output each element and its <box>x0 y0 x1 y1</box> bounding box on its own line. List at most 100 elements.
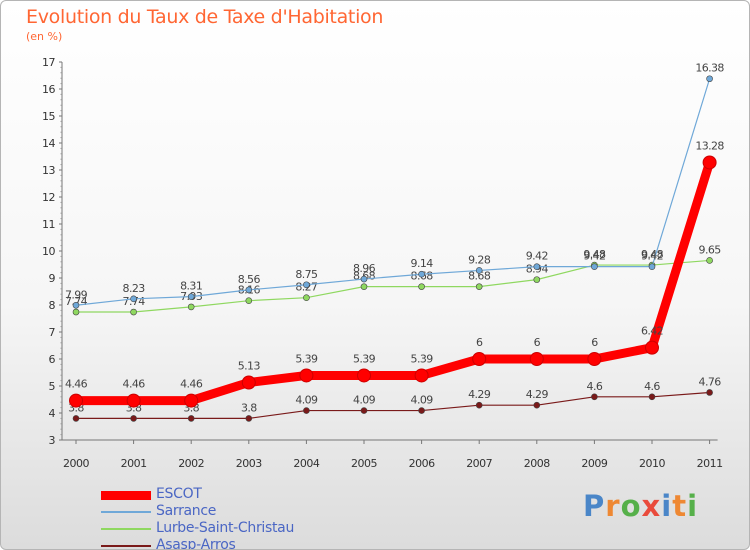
data-point-sarrance <box>475 267 483 274</box>
logo-letter: i <box>687 489 699 523</box>
x-tick-label: 2010 <box>639 457 665 470</box>
data-point-escot <box>529 352 544 366</box>
legend-swatch-lurbe-saint-christau <box>101 528 151 530</box>
data-label-sarrance: 9.42 <box>583 250 605 263</box>
data-label-escot: 6.42 <box>641 325 663 338</box>
data-label-escot: 5.39 <box>295 352 318 365</box>
x-tick-label: 2000 <box>63 457 89 470</box>
y-tick-label: 13 <box>42 164 55 177</box>
x-tick-label: 2006 <box>409 457 435 470</box>
data-label-sarrance: 8.23 <box>123 282 146 295</box>
data-label-sarrance: 7.99 <box>65 288 88 301</box>
data-label-escot: 6 <box>534 336 541 349</box>
data-label-sarrance: 8.31 <box>180 280 202 293</box>
y-tick-label: 10 <box>42 245 55 258</box>
data-point-lurbe-saint-christau <box>303 294 310 302</box>
data-point-asasp-arros <box>648 393 656 401</box>
y-tick-label: 6 <box>49 353 56 366</box>
data-label-lurbe-saint-christau: 9.48 <box>583 248 606 261</box>
data-point-escot <box>587 352 602 366</box>
data-label-asasp-arros: 4.09 <box>411 394 434 407</box>
data-label-sarrance: 8.75 <box>295 268 318 281</box>
data-label-escot: 5.39 <box>353 352 376 365</box>
data-label-lurbe-saint-christau: 9.65 <box>699 243 722 256</box>
x-tick-label: 2005 <box>351 457 377 470</box>
data-point-sarrance <box>591 263 598 270</box>
data-point-escot <box>299 368 314 383</box>
x-tick-label: 2007 <box>466 457 492 470</box>
y-tick-label: 5 <box>49 380 56 393</box>
y-tick-label: 12 <box>42 191 55 204</box>
data-label-sarrance: 9.28 <box>468 253 491 266</box>
y-tick-label: 17 <box>42 56 55 69</box>
x-tick-label: 2001 <box>121 457 147 470</box>
data-point-lurbe-saint-christau <box>533 276 541 283</box>
data-label-lurbe-saint-christau: 8.68 <box>468 270 491 283</box>
legend-label-sarrance: Sarrance <box>156 503 217 519</box>
data-point-lurbe-saint-christau <box>72 308 80 316</box>
data-point-sarrance <box>360 275 368 283</box>
data-point-sarrance <box>648 263 656 270</box>
y-tick-label: 7 <box>49 326 56 339</box>
x-tick-label: 2004 <box>293 457 319 470</box>
y-tick-label: 4 <box>49 407 56 420</box>
y-tick-label: 3 <box>49 434 56 447</box>
data-label-sarrance: 16.38 <box>695 62 724 75</box>
x-tick-label: 2003 <box>236 457 262 470</box>
data-point-escot <box>472 352 487 366</box>
data-label-sarrance: 8.96 <box>353 262 376 275</box>
data-point-lurbe-saint-christau <box>245 297 253 304</box>
data-point-asasp-arros <box>533 401 541 409</box>
data-label-escot: 5.13 <box>238 359 261 372</box>
data-point-escot <box>69 393 83 408</box>
y-tick-label: 9 <box>49 272 56 285</box>
series-line-lurbe-saint-christau <box>75 259 711 313</box>
legend-swatch-sarrance <box>101 511 151 513</box>
data-label-asasp-arros: 4.09 <box>353 394 376 407</box>
data-label-asasp-arros: 4.6 <box>587 380 603 393</box>
data-label-escot: 4.46 <box>180 378 203 391</box>
data-point-asasp-arros <box>591 393 598 401</box>
data-label-lurbe-saint-christau: 9.48 <box>641 248 664 261</box>
logo-letter: i <box>661 489 673 523</box>
data-point-lurbe-saint-christau <box>187 303 195 311</box>
x-tick-label: 2011 <box>697 457 723 470</box>
data-label-asasp-arros: 4.29 <box>526 388 549 401</box>
data-point-asasp-arros <box>130 415 137 422</box>
chart-title: Evolution du Taux de Taxe d'Habitation <box>26 6 384 28</box>
legend-swatch-escot <box>101 490 151 500</box>
data-label-sarrance: 9.42 <box>641 250 663 263</box>
data-label-asasp-arros: 4.6 <box>644 380 660 393</box>
proxiti-logo: Proxiti <box>583 489 698 523</box>
chart-subtitle: (en %) <box>26 30 63 43</box>
y-tick-label: 16 <box>42 83 55 96</box>
logo-letter: P <box>583 489 606 523</box>
legend-label-asasp-arros: Asasp-Arros <box>156 537 236 550</box>
x-tick-label: 2002 <box>178 457 204 470</box>
data-point-asasp-arros <box>245 415 253 422</box>
data-point-lurbe-saint-christau <box>418 283 425 290</box>
data-point-escot <box>357 368 371 383</box>
data-point-sarrance <box>303 281 310 289</box>
data-point-escot <box>241 375 256 390</box>
y-tick-label: 14 <box>42 137 55 150</box>
data-point-asasp-arros <box>360 407 368 414</box>
data-label-escot: 4.46 <box>123 378 146 391</box>
data-label-sarrance: 9.42 <box>526 250 548 263</box>
legend-label-lurbe-saint-christau: Lurbe-Saint-Christau <box>156 520 295 536</box>
data-point-asasp-arros <box>72 415 80 422</box>
data-point-lurbe-saint-christau <box>475 283 483 290</box>
data-point-escot <box>645 340 659 355</box>
legend-swatch-asasp-arros <box>101 545 151 547</box>
data-point-asasp-arros <box>418 407 425 414</box>
data-point-escot <box>702 155 717 170</box>
data-point-sarrance <box>418 270 425 278</box>
data-label-escot: 4.46 <box>65 378 88 391</box>
logo-letter: o <box>620 489 642 523</box>
data-label-asasp-arros: 4.09 <box>295 394 318 407</box>
logo-letter: x <box>641 489 662 523</box>
data-point-lurbe-saint-christau <box>706 257 713 264</box>
data-label-escot: 6 <box>476 336 483 349</box>
data-label-asasp-arros: 3.8 <box>241 401 257 414</box>
x-tick-label: 2009 <box>581 457 607 470</box>
